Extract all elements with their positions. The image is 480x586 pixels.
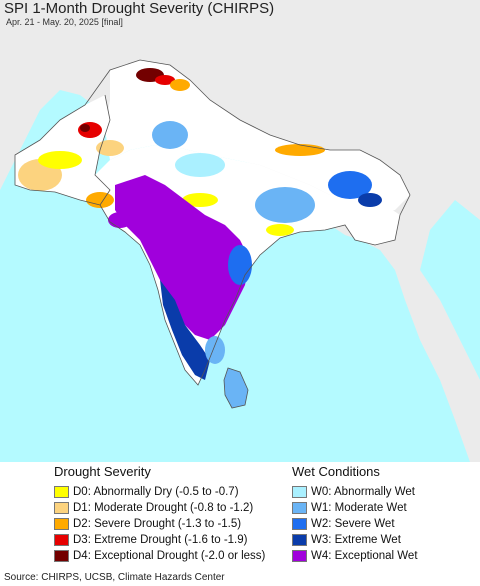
extreme-drought-kashmir bbox=[155, 75, 175, 85]
swatch-w3 bbox=[292, 533, 307, 546]
legend-item-d3: D3: Extreme Drought (-1.6 to -1.9) bbox=[54, 532, 247, 547]
legend-item-d0: D0: Abnormally Dry (-0.5 to -0.7) bbox=[54, 484, 239, 499]
abnormally-wet-north bbox=[175, 153, 225, 177]
legend-item-w0: W0: Abnormally Wet bbox=[292, 484, 415, 499]
swatch-d0 bbox=[54, 485, 69, 498]
swatch-d2 bbox=[54, 517, 69, 530]
legend-item-w1: W1: Moderate Wet bbox=[292, 500, 407, 515]
exceptional-wet-gujarat bbox=[108, 212, 132, 228]
swatch-d3 bbox=[54, 533, 69, 546]
sri-lanka-border bbox=[223, 367, 249, 409]
map-subtitle: Apr. 21 - May. 20, 2025 [final] bbox=[6, 17, 123, 27]
exceptional-wet-central bbox=[115, 175, 250, 340]
legend-label-w4: W4: Exceptional Wet bbox=[311, 549, 418, 562]
drought-legend-title: Drought Severity bbox=[54, 464, 151, 479]
swatch-w0 bbox=[292, 485, 307, 498]
swatch-w1 bbox=[292, 501, 307, 514]
exceptional-drought-pakistan bbox=[80, 124, 90, 132]
legend-label-d1: D1: Moderate Drought (-0.8 to -1.2) bbox=[73, 501, 254, 514]
legend-label-d4: D4: Exceptional Drought (-2.0 or less) bbox=[73, 549, 266, 562]
legend-item-d1: D1: Moderate Drought (-0.8 to -1.2) bbox=[54, 500, 253, 515]
legend-item-d2: D2: Severe Drought (-1.3 to -1.5) bbox=[54, 516, 241, 531]
swatch-w2 bbox=[292, 517, 307, 530]
swatch-d1 bbox=[54, 501, 69, 514]
wet-legend-title: Wet Conditions bbox=[292, 464, 380, 479]
severe-drought-rajasthan bbox=[86, 192, 114, 208]
sri-lanka bbox=[224, 368, 248, 408]
moderate-wet-north bbox=[152, 121, 188, 149]
extreme-wet-south bbox=[160, 280, 210, 380]
severe-wet-southeast bbox=[228, 245, 252, 285]
legend-item-d4: D4: Exceptional Drought (-2.0 or less) bbox=[54, 548, 265, 563]
abnormally-dry-central bbox=[182, 193, 218, 207]
legend-item-w4: W4: Exceptional Wet bbox=[292, 548, 418, 563]
moderate-wet-south bbox=[205, 336, 225, 364]
legend-label-w0: W0: Abnormally Wet bbox=[311, 485, 415, 498]
pakistan-india-border bbox=[94, 94, 111, 206]
legend-item-w3: W3: Extreme Wet bbox=[292, 532, 401, 547]
extreme-wet-northeast bbox=[358, 193, 382, 207]
map-title: SPI 1-Month Drought Severity (CHIRPS) bbox=[4, 0, 275, 17]
legend-label-w3: W3: Extreme Wet bbox=[311, 533, 401, 546]
legend-label-w1: W1: Moderate Wet bbox=[311, 501, 407, 514]
moderate-wet-east bbox=[255, 187, 315, 223]
legend-label-d2: D2: Severe Drought (-1.3 to -1.5) bbox=[73, 517, 242, 530]
abnormally-dry-west bbox=[38, 151, 82, 169]
legend-label-d0: D0: Abnormally Dry (-0.5 to -0.7) bbox=[73, 485, 239, 498]
severe-wet-northeast bbox=[328, 171, 372, 199]
drought-map bbox=[0, 0, 480, 462]
abnormally-dry-east bbox=[266, 224, 294, 236]
source-credit: Source: CHIRPS, UCSB, Climate Hazards Ce… bbox=[4, 572, 225, 583]
legend-label-w2: W2: Severe Wet bbox=[311, 517, 395, 530]
legend: Drought Severity Wet Conditions D0: Abno… bbox=[0, 462, 480, 572]
country-borders bbox=[14, 59, 411, 386]
severe-drought-himalaya bbox=[275, 144, 325, 156]
legend-item-w2: W2: Severe Wet bbox=[292, 516, 395, 531]
northeast-region bbox=[345, 200, 400, 245]
moderate-drought-punjab bbox=[96, 140, 124, 156]
severe-drought-north bbox=[170, 79, 190, 91]
legend-label-d3: D3: Extreme Drought (-1.6 to -1.9) bbox=[73, 533, 248, 546]
swatch-d4 bbox=[54, 549, 69, 562]
swatch-w4 bbox=[292, 549, 307, 562]
